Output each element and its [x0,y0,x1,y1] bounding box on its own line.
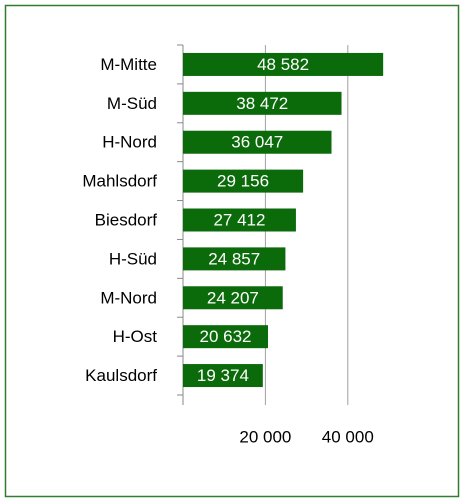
value-label: 19 374 [197,366,249,385]
y-tick-label: H-Süd [109,249,157,268]
x-tick-label: 40 000 [322,427,374,446]
bar [183,364,263,388]
value-label: 29 156 [217,172,269,191]
bar [183,286,283,310]
y-tick-label: Kaulsdorf [85,366,157,385]
value-label: 24 207 [207,288,259,307]
value-label: 36 047 [231,133,283,152]
y-tick-label: M-Nord [100,288,157,307]
value-label: 24 857 [208,249,260,268]
x-tick-label: 20 000 [239,427,291,446]
value-label: 48 582 [257,55,309,74]
y-tick-label: H-Nord [102,133,157,152]
bar [183,169,304,193]
y-tick-label: Mahlsdorf [82,172,157,191]
value-label: 27 412 [213,210,265,229]
y-tick-label: H-Ost [113,327,158,346]
y-tick-label: M-Mitte [100,55,157,74]
bar [183,325,269,349]
bar [183,52,384,76]
bar [183,247,286,271]
value-label: 20 632 [200,327,252,346]
y-tick-label: Biesdorf [95,210,158,229]
value-label: 38 472 [236,94,288,113]
y-tick-label: M-Süd [107,94,157,113]
bar [183,208,296,232]
bar [183,130,332,154]
bar [183,91,342,115]
